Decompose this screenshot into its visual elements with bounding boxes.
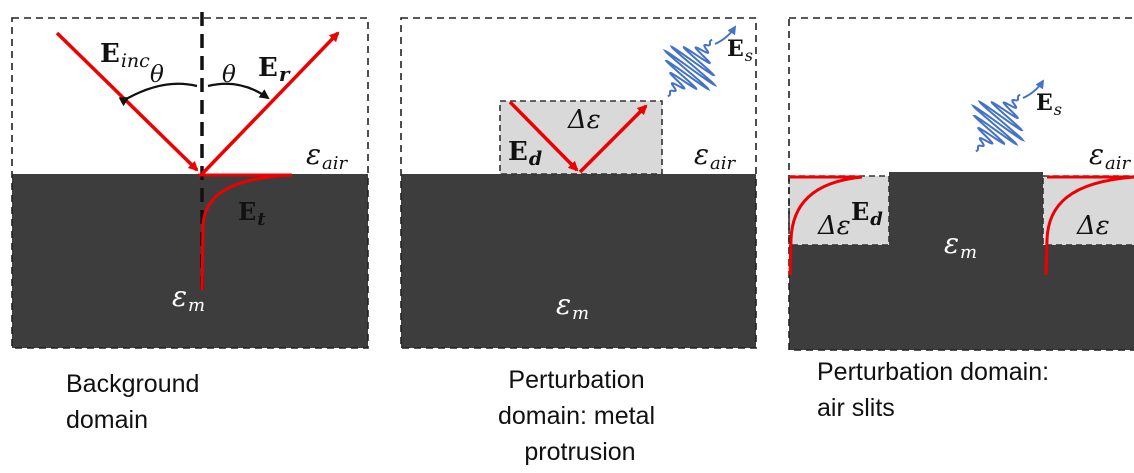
- right-decay-curve: [1044, 175, 1134, 276]
- protrusion-perturbation-region: [499, 100, 663, 175]
- label-eps-air: εair: [306, 138, 349, 174]
- right-slit-region: [1042, 175, 1134, 246]
- label-e-s: Es: [727, 36, 753, 65]
- angle-arc-right: [207, 82, 270, 100]
- internal-field-arrow-down: [508, 100, 579, 172]
- internal-field-arrow-up: [578, 104, 648, 174]
- panel-metal-protrusion: Ed Δε Es εair εm Perturbation domain: me…: [400, 17, 757, 466]
- domain-border: [788, 17, 1134, 351]
- label-eps-m: εm: [556, 288, 589, 324]
- angle-arc-left: [118, 82, 198, 107]
- scattered-wave-packet: [662, 38, 718, 98]
- caption-air-slits: Perturbation domain: air slits: [817, 358, 1056, 422]
- label-e-d: Ed: [851, 197, 883, 230]
- label-e-d: Ed: [508, 137, 542, 170]
- label-delta-eps-left: Δε: [817, 211, 851, 241]
- domain-border: [400, 17, 757, 349]
- reflected-wave-arrow: [200, 31, 340, 176]
- label-e-t: Et: [238, 197, 266, 230]
- caption-metal-protrusion: Perturbation domain: metal protrusion: [498, 366, 662, 466]
- label-e-r: Er: [258, 53, 291, 86]
- label-delta-eps: Δε: [567, 105, 601, 135]
- label-delta-eps-right: Δε: [1076, 211, 1110, 241]
- panel-air-slits: Δε Ed Δε Es εair εm Perturbation domain:…: [788, 17, 1134, 422]
- metal-substrate: [12, 174, 368, 348]
- scattered-direction-arrow: [714, 25, 737, 45]
- label-theta-right: θ: [222, 62, 236, 88]
- domain-border: [11, 17, 369, 349]
- label-eps-m: εm: [944, 227, 977, 263]
- label-eps-air: εair: [694, 138, 737, 174]
- label-eps-m: εm: [172, 280, 205, 316]
- scattered-wave-packet: [970, 93, 1026, 153]
- metal-substrate: [401, 174, 756, 348]
- label-eps-air: εair: [1089, 138, 1132, 174]
- panel-background-domain: Einc θ θ Er Et εair εm Background domain: [11, 12, 369, 434]
- caption-background: Background domain: [66, 370, 206, 434]
- label-e-inc: Einc: [100, 39, 150, 72]
- label-theta-left: θ: [150, 62, 164, 88]
- transmitted-decay-curve: [200, 173, 293, 291]
- left-slit-region: [788, 175, 890, 246]
- left-decay-curve: [788, 175, 863, 276]
- label-e-s: Es: [1036, 90, 1062, 119]
- scattered-direction-arrow: [1022, 79, 1045, 99]
